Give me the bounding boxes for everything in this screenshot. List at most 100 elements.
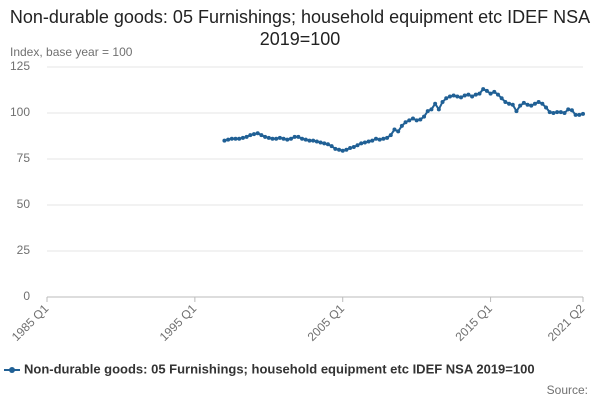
data-point — [399, 123, 404, 128]
data-point — [237, 136, 242, 141]
data-point — [459, 95, 464, 100]
data-point — [377, 137, 382, 142]
data-point — [418, 117, 423, 122]
x-tick-label: 1985 Q1 — [9, 301, 52, 344]
data-point — [392, 127, 397, 132]
data-point — [436, 107, 441, 112]
data-point — [285, 137, 290, 142]
data-point — [244, 134, 249, 139]
data-point — [311, 138, 316, 143]
data-point — [396, 129, 401, 134]
data-point — [532, 101, 537, 106]
data-point — [521, 100, 526, 105]
data-point — [547, 110, 552, 115]
data-point — [462, 93, 467, 98]
data-point — [540, 101, 545, 106]
data-point — [259, 133, 264, 138]
data-point — [263, 134, 268, 139]
x-tick-label: 2015 Q1 — [452, 301, 495, 344]
data-point — [348, 145, 353, 150]
data-point — [388, 133, 393, 138]
data-point — [270, 136, 275, 141]
data-point — [503, 99, 508, 104]
data-point — [481, 87, 486, 92]
y-tick-label: 75 — [17, 151, 31, 165]
x-tick-label: 1995 Q1 — [157, 301, 200, 344]
data-point — [318, 140, 323, 145]
data-point — [292, 134, 297, 139]
data-point — [492, 89, 497, 94]
data-point — [562, 111, 567, 115]
data-point — [373, 136, 378, 141]
data-point — [314, 139, 319, 144]
data-point — [381, 136, 386, 141]
data-point — [536, 99, 541, 104]
data-point — [307, 138, 312, 143]
data-point — [252, 132, 257, 137]
data-point — [288, 136, 293, 141]
data-point — [466, 92, 471, 97]
data-point — [433, 101, 438, 106]
data-point — [303, 137, 308, 142]
data-point — [366, 139, 371, 144]
data-point — [344, 147, 349, 152]
data-point — [355, 143, 360, 148]
data-point — [277, 135, 282, 140]
data-point — [403, 120, 408, 125]
data-point — [370, 138, 375, 143]
y-tick-label: 125 — [10, 59, 30, 73]
data-point — [410, 116, 415, 121]
data-point — [518, 103, 523, 108]
data-point — [573, 112, 578, 117]
data-line — [224, 87, 584, 152]
data-point — [325, 142, 330, 147]
data-point — [266, 135, 271, 140]
data-point — [510, 102, 515, 107]
data-point — [507, 101, 512, 106]
x-tick-label: 2005 Q1 — [305, 301, 348, 344]
y-tick-label: 100 — [10, 105, 30, 119]
data-point — [544, 105, 549, 110]
y-axis-title: Index, base year = 100 — [10, 45, 133, 59]
data-point — [281, 136, 286, 141]
data-point — [359, 141, 364, 146]
data-point — [477, 91, 482, 96]
data-point — [440, 99, 445, 104]
data-point — [581, 111, 585, 116]
data-point — [484, 88, 489, 93]
data-point — [296, 134, 301, 139]
data-point — [473, 92, 478, 97]
data-point — [351, 145, 356, 150]
data-point — [407, 118, 412, 123]
data-point — [529, 103, 534, 108]
data-point — [429, 107, 434, 112]
data-point — [499, 96, 504, 101]
data-point — [577, 112, 582, 117]
data-point — [240, 135, 245, 140]
data-point — [558, 110, 563, 115]
data-point — [444, 96, 449, 101]
legend-label: Non-durable goods: 05 Furnishings; house… — [24, 361, 535, 376]
data-point — [451, 93, 456, 98]
data-point — [340, 148, 345, 153]
data-point — [525, 102, 530, 107]
data-point — [425, 109, 430, 114]
data-point — [362, 140, 367, 145]
legend-marker — [9, 367, 15, 373]
data-point — [551, 111, 556, 115]
data-point — [333, 146, 338, 151]
data-point — [329, 144, 334, 149]
chart-title: Non-durable goods: 05 Furnishings; house… — [9, 7, 591, 49]
y-tick-label: 0 — [23, 289, 30, 303]
data-point — [300, 136, 305, 141]
x-tick-label: 2021 Q2 — [545, 301, 588, 344]
data-point — [455, 94, 460, 99]
data-point — [488, 91, 493, 96]
data-point — [226, 137, 231, 142]
data-point — [414, 118, 419, 123]
data-point — [222, 138, 227, 143]
data-point — [255, 131, 260, 136]
data-point — [569, 108, 574, 113]
data-point — [495, 92, 500, 97]
